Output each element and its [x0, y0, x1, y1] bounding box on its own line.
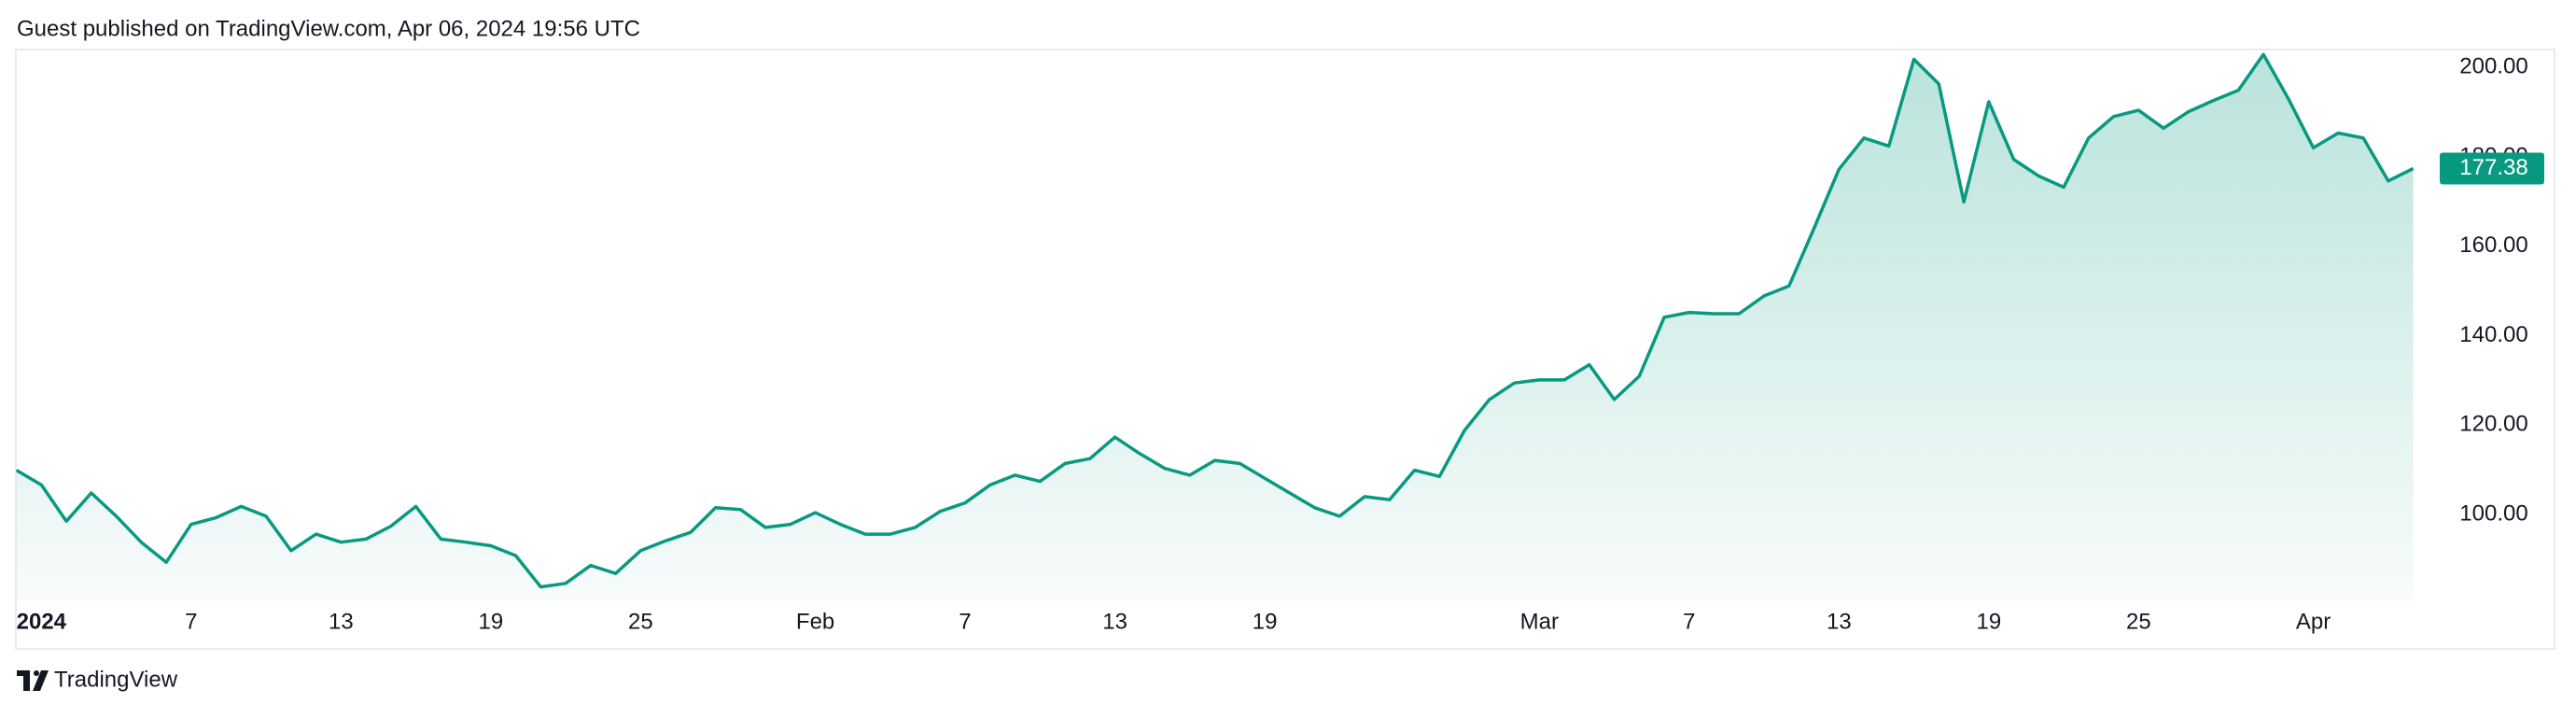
x-tick-label: 7	[185, 609, 197, 634]
area	[16, 54, 2414, 600]
y-tick-label: 100.00	[2459, 500, 2527, 526]
logo	[17, 670, 49, 691]
last-price-tag	[2440, 152, 2544, 185]
x-tick-label: Mar	[1520, 609, 1559, 634]
x-tick-label: Feb	[796, 609, 834, 634]
x-tick-label: 13	[329, 609, 354, 634]
x-tick-label: Apr	[2296, 609, 2331, 634]
chart-frame	[15, 49, 2555, 650]
x-tick-label: 7	[1683, 609, 1695, 634]
x-tick-label: 19	[478, 609, 503, 634]
y-tick-label: 200.00	[2459, 53, 2527, 78]
header-text: Guest published on TradingView.com, Apr …	[17, 16, 640, 41]
x-tick-label: 7	[959, 609, 971, 634]
y-tick-label: 120.00	[2459, 412, 2527, 437]
x-tick-label: 2024	[17, 609, 67, 634]
x-tick-label: 25	[628, 609, 653, 634]
last-price-label: 177.38	[2459, 155, 2527, 180]
x-tick-label: 19	[1976, 609, 2001, 634]
x-tick-label: 13	[1102, 609, 1127, 634]
line	[15, 52, 2415, 589]
y-tick-label: 140.00	[2459, 322, 2527, 347]
x-tick-label: 25	[2126, 609, 2151, 634]
brand-text: TradingView	[54, 667, 178, 692]
x-tick-label: 19	[1253, 609, 1278, 634]
x-tick-label: 13	[1827, 609, 1852, 634]
y-tick-label: 160.00	[2459, 232, 2527, 258]
